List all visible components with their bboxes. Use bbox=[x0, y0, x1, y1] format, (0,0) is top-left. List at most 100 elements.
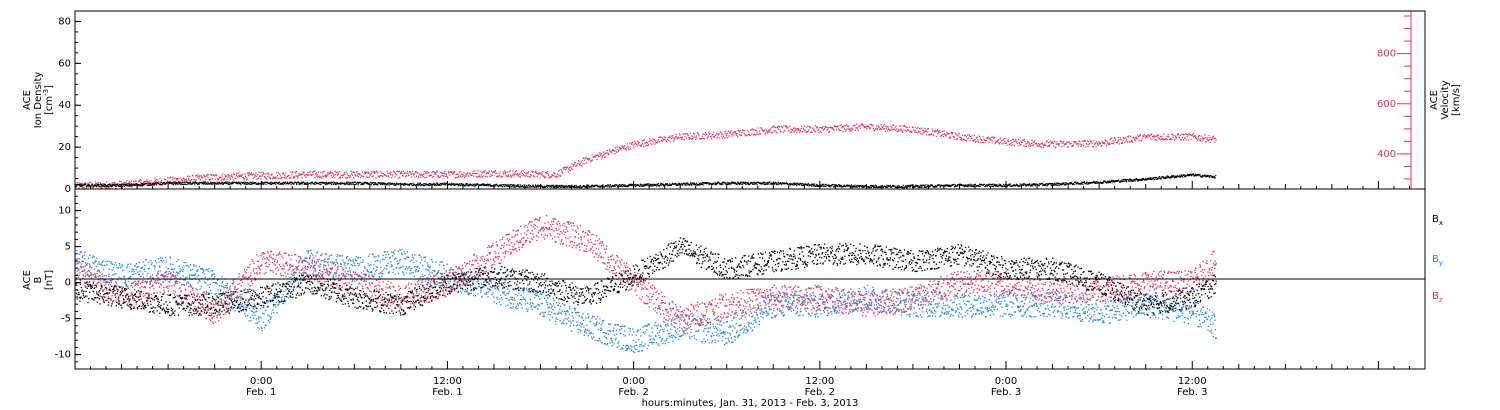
velocity-point bbox=[1026, 142, 1028, 144]
velocity-point bbox=[713, 131, 715, 133]
ion-density-point bbox=[743, 181, 745, 183]
ion-density-point bbox=[407, 183, 409, 185]
ion-density-point bbox=[797, 183, 800, 185]
velocity-point bbox=[973, 139, 975, 141]
velocity-point bbox=[204, 180, 206, 182]
ion-density-point bbox=[728, 182, 730, 184]
velocity-point bbox=[808, 129, 810, 131]
ion-density-point bbox=[678, 182, 680, 184]
ion-density-point bbox=[512, 185, 514, 187]
ion-density-point bbox=[776, 184, 778, 186]
ion-density-point bbox=[269, 182, 271, 185]
velocity-point bbox=[406, 172, 408, 174]
ion-density-point bbox=[789, 183, 791, 185]
ion-density-point bbox=[666, 183, 668, 186]
ion-density-point bbox=[1148, 178, 1151, 180]
velocity-point bbox=[146, 179, 148, 181]
ion-density-point bbox=[693, 184, 695, 186]
ion-density-point bbox=[1155, 176, 1158, 179]
ion-density-point bbox=[944, 184, 946, 186]
ion-density-point bbox=[220, 182, 222, 184]
velocity-point bbox=[669, 141, 671, 143]
velocity-point bbox=[635, 142, 637, 144]
velocity-point bbox=[402, 175, 404, 177]
by-point bbox=[77, 261, 79, 263]
velocity-point bbox=[773, 130, 775, 132]
velocity-point bbox=[820, 126, 822, 128]
by-point bbox=[198, 279, 200, 281]
velocity-point bbox=[244, 173, 246, 175]
velocity-point bbox=[961, 139, 963, 141]
ion-density-point bbox=[628, 184, 630, 186]
ion-density-point bbox=[1214, 177, 1216, 179]
ion-density-point bbox=[451, 182, 453, 184]
velocity-point bbox=[590, 159, 593, 161]
ion-density-point bbox=[363, 183, 365, 185]
ion-density-point bbox=[907, 186, 909, 188]
ion-density-point bbox=[217, 183, 219, 185]
ion-density-point bbox=[556, 186, 558, 188]
velocity-point bbox=[605, 152, 607, 154]
ion-density-point bbox=[714, 182, 716, 184]
velocity-point bbox=[977, 139, 979, 141]
by-point bbox=[91, 266, 93, 269]
ion-density-point bbox=[1069, 182, 1071, 184]
ion-density-point bbox=[443, 183, 445, 185]
velocity-point bbox=[131, 186, 133, 188]
ion-density-point bbox=[636, 184, 639, 186]
by-point bbox=[89, 265, 91, 267]
ion-density-point bbox=[1108, 181, 1110, 183]
velocity-point bbox=[664, 138, 666, 141]
velocity-point bbox=[321, 177, 323, 179]
ion-density-point bbox=[1044, 184, 1046, 186]
velocity-point bbox=[874, 129, 876, 131]
velocity-point bbox=[986, 137, 988, 139]
ion-density-point bbox=[392, 183, 395, 185]
ion-density-point bbox=[319, 181, 322, 184]
ion-density-point bbox=[225, 182, 227, 184]
ion-density-point bbox=[936, 186, 938, 188]
velocity-point bbox=[683, 139, 685, 141]
by-point bbox=[181, 266, 183, 269]
velocity-point bbox=[196, 174, 198, 176]
ion-density-point bbox=[483, 185, 485, 187]
ion-density-point bbox=[107, 184, 109, 186]
velocity-point bbox=[905, 130, 908, 132]
ion-density-point bbox=[887, 186, 889, 188]
velocity-point bbox=[1144, 135, 1146, 137]
by-point bbox=[173, 277, 176, 279]
ion-density-point bbox=[827, 184, 829, 186]
velocity-point bbox=[1149, 138, 1151, 140]
velocity-point bbox=[738, 131, 740, 133]
ion-density-point bbox=[109, 184, 111, 186]
ion-density-point bbox=[1188, 174, 1190, 176]
velocity-point bbox=[332, 173, 334, 175]
velocity-point bbox=[521, 175, 523, 177]
ion-density-point bbox=[608, 184, 610, 187]
by-point bbox=[191, 274, 193, 276]
velocity-point bbox=[239, 176, 241, 178]
ion-density-point bbox=[481, 184, 483, 186]
velocity-point bbox=[331, 176, 334, 178]
velocity-point bbox=[1125, 140, 1127, 142]
ion-density-point bbox=[780, 182, 782, 184]
ion-density-point bbox=[731, 182, 733, 184]
ion-density-point bbox=[1034, 185, 1037, 187]
velocity-point bbox=[759, 132, 761, 134]
ion-density-point bbox=[298, 181, 300, 183]
velocity-point bbox=[573, 164, 575, 167]
velocity-point bbox=[300, 173, 302, 175]
velocity-point bbox=[1211, 139, 1213, 141]
velocity-point bbox=[1139, 134, 1141, 137]
velocity-point bbox=[184, 180, 186, 182]
ion-density-point bbox=[1189, 174, 1192, 176]
velocity-point bbox=[208, 174, 210, 176]
velocity-point bbox=[130, 186, 132, 188]
ion-density-point bbox=[1096, 182, 1098, 184]
velocity-point bbox=[877, 125, 879, 127]
ion-density-point bbox=[257, 182, 260, 184]
ion-density-point bbox=[195, 181, 197, 183]
ion-density-point bbox=[548, 185, 551, 187]
by-point bbox=[155, 261, 157, 264]
velocity-point bbox=[1215, 139, 1217, 141]
